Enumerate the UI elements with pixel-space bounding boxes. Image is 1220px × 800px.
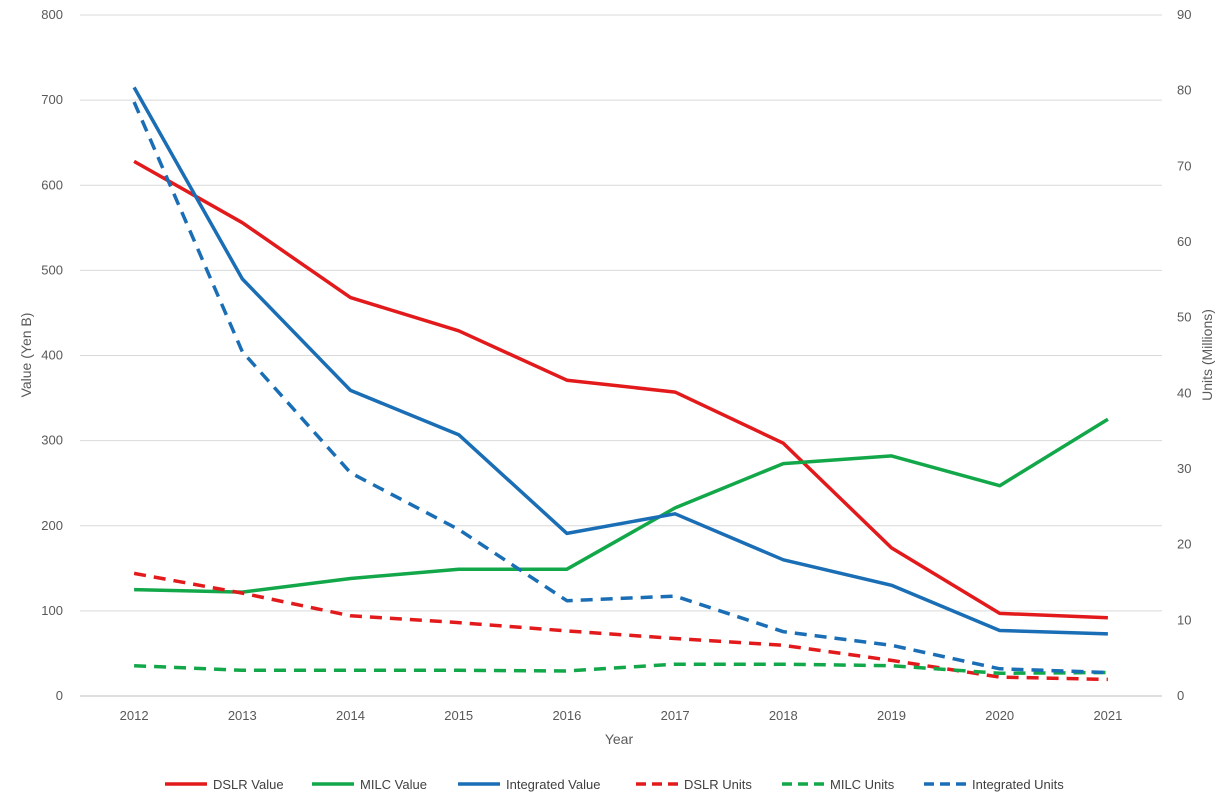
legend-label: Integrated Units [972,777,1064,792]
x-tick-label: 2018 [769,708,798,723]
series-line-milc-units [134,662,1108,676]
left-tick-label: 800 [41,7,63,22]
series-line-integrated-value [132,86,1108,636]
x-tick-label: 2017 [661,708,690,723]
x-tick-label: 2012 [120,708,149,723]
legend-label: DSLR Value [213,777,284,792]
right-tick-label: 90 [1177,7,1191,22]
x-tick-label: 2020 [985,708,1014,723]
x-tick-label: 2014 [336,708,365,723]
left-tick-label: 0 [56,688,63,703]
right-tick-label: 20 [1177,537,1191,552]
right-tick-label: 60 [1177,234,1191,249]
right-tick-label: 0 [1177,688,1184,703]
right-axis-ticks: 0 10 20 30 40 50 60 70 80 90 [1177,7,1191,703]
left-tick-label: 400 [41,348,63,363]
series-lines [132,86,1109,682]
right-tick-label: 30 [1177,461,1191,476]
legend: DSLR Value MILC Value Integrated Value DSLR… [165,777,1064,792]
x-tick-label: 2015 [444,708,473,723]
x-tick-label: 2016 [552,708,581,723]
legend-label: MILC Units [830,777,895,792]
right-tick-label: 80 [1177,83,1191,98]
x-tick-label: 2021 [1093,708,1122,723]
left-axis-title: Value (Yen B) [18,313,34,398]
right-tick-label: 40 [1177,385,1191,400]
left-axis-ticks: 0 100 200 300 400 500 600 700 800 [41,7,63,703]
x-tick-label: 2019 [877,708,906,723]
right-tick-label: 70 [1177,158,1191,173]
legend-label: DSLR Units [684,777,752,792]
left-tick-label: 500 [41,262,63,277]
left-tick-label: 300 [41,433,63,448]
left-tick-label: 600 [41,177,63,192]
x-axis-title: Year [605,731,634,747]
right-axis-title: Units (Millions) [1199,309,1215,401]
right-tick-label: 50 [1177,310,1191,325]
series-line-dslr-value [133,159,1108,620]
series-line-integrated-units [132,101,1108,675]
series-line-dslr-units [133,571,1108,682]
legend-label: Integrated Value [506,777,600,792]
legend-label: MILC Value [360,777,427,792]
x-axis-ticks: 2012 2013 2014 2015 2016 2017 2018 2019 2020 2021 [120,708,1123,723]
right-tick-label: 10 [1177,612,1191,627]
left-tick-label: 100 [41,603,63,618]
left-tick-label: 200 [41,518,63,533]
left-tick-label: 700 [41,92,63,107]
gridlines [80,14,1162,697]
series-line-milc-value [134,417,1109,594]
x-tick-label: 2013 [228,708,257,723]
